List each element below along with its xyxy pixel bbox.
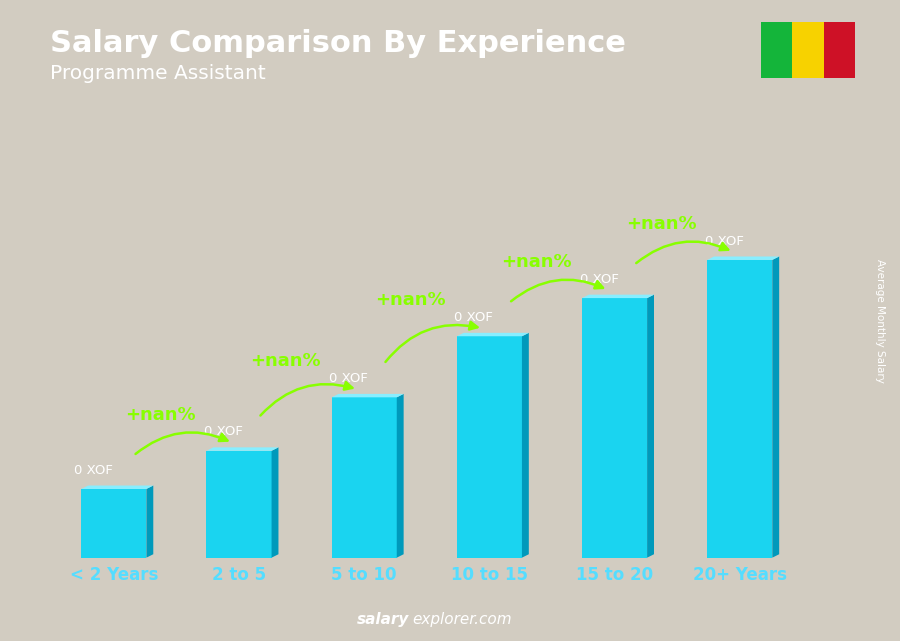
Text: +nan%: +nan% [125, 406, 195, 424]
Text: +nan%: +nan% [250, 352, 321, 370]
Polygon shape [81, 485, 153, 489]
FancyBboxPatch shape [707, 260, 772, 558]
Text: 0 XOF: 0 XOF [454, 311, 493, 324]
FancyBboxPatch shape [457, 337, 522, 558]
Polygon shape [707, 256, 779, 260]
Bar [760, 22, 792, 78]
FancyBboxPatch shape [332, 397, 397, 558]
Polygon shape [457, 333, 529, 337]
Text: 0 XOF: 0 XOF [74, 463, 112, 477]
Polygon shape [582, 295, 654, 298]
Polygon shape [332, 394, 403, 397]
Bar [824, 22, 855, 78]
Text: +nan%: +nan% [375, 291, 446, 309]
Polygon shape [647, 295, 654, 558]
Text: 0 XOF: 0 XOF [705, 235, 743, 247]
Text: +nan%: +nan% [500, 253, 572, 271]
Text: Salary Comparison By Experience: Salary Comparison By Experience [50, 29, 625, 58]
Polygon shape [772, 256, 779, 558]
Text: explorer.com: explorer.com [412, 612, 512, 627]
Text: 0 XOF: 0 XOF [329, 372, 368, 385]
Polygon shape [272, 447, 278, 558]
Bar [792, 22, 824, 78]
Text: 0 XOF: 0 XOF [580, 272, 618, 286]
Text: +nan%: +nan% [626, 215, 697, 233]
FancyBboxPatch shape [206, 451, 272, 558]
Text: salary: salary [357, 612, 410, 627]
Polygon shape [206, 447, 278, 451]
Polygon shape [397, 394, 403, 558]
Text: Programme Assistant: Programme Assistant [50, 64, 266, 83]
Polygon shape [147, 485, 153, 558]
Text: 0 XOF: 0 XOF [204, 426, 243, 438]
Text: Average Monthly Salary: Average Monthly Salary [875, 258, 886, 383]
FancyBboxPatch shape [81, 489, 147, 558]
FancyBboxPatch shape [582, 298, 647, 558]
Polygon shape [522, 333, 529, 558]
